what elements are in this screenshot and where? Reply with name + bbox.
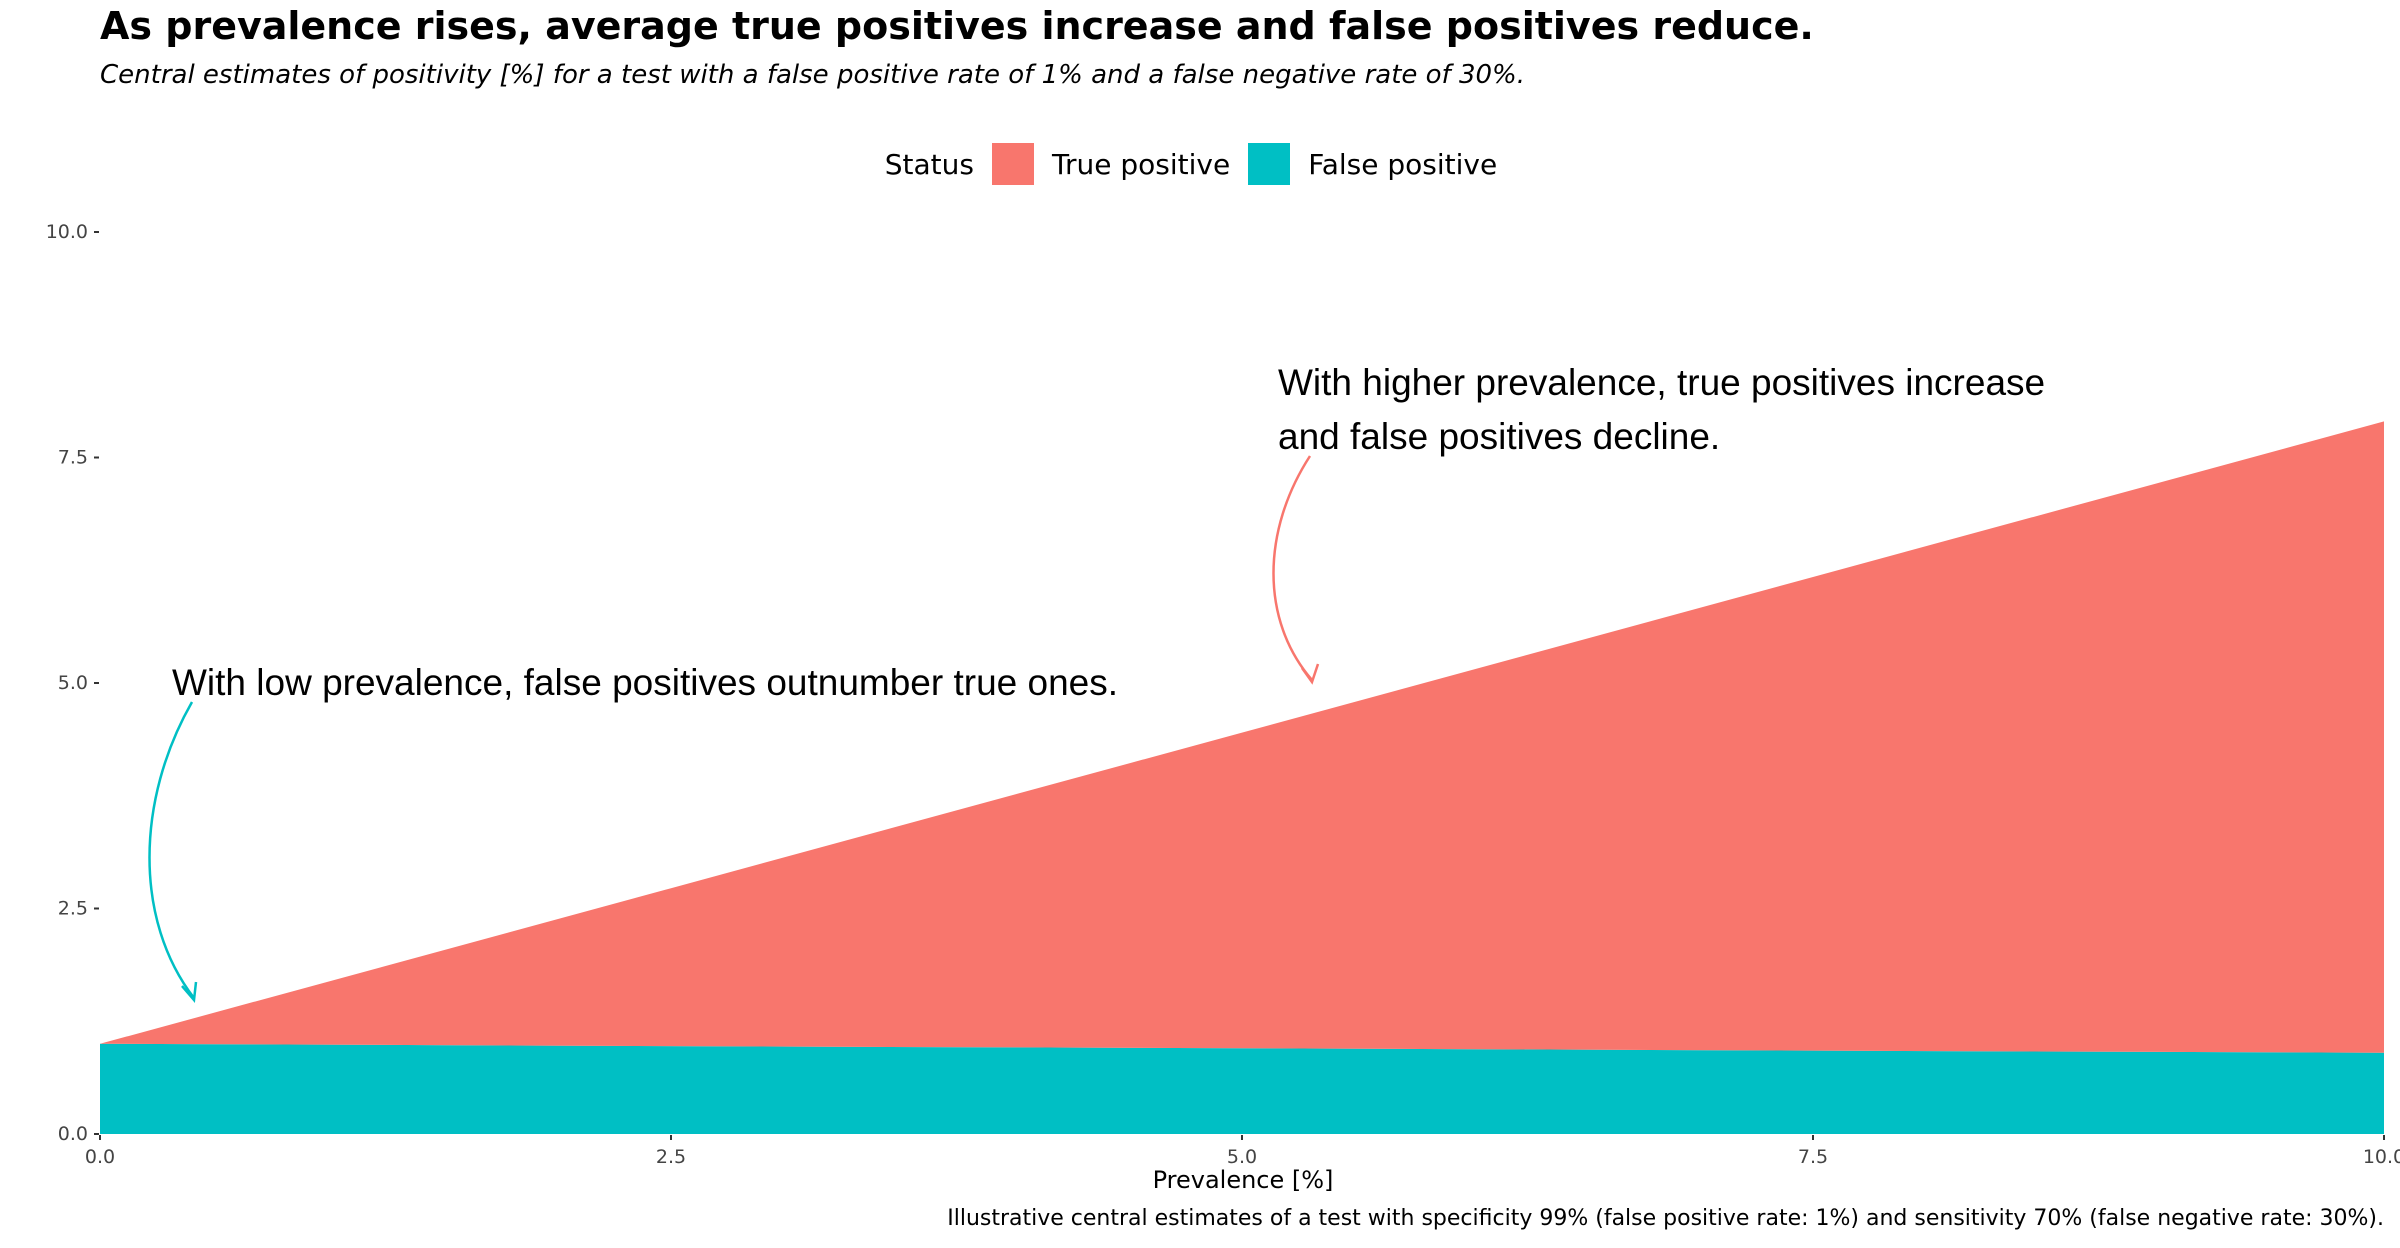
x-tick-label-1: 2.5 — [656, 1146, 686, 1168]
legend-swatch-false-positive — [1248, 143, 1291, 185]
arrowhead-low-prevalence — [181, 981, 198, 1003]
y-tick-label-4: 10.0 — [46, 221, 88, 243]
legend: Status True positive False positive — [0, 140, 2400, 188]
x-tick-label-3: 7.5 — [1798, 1146, 1828, 1168]
chart-caption: Illustrative central estimates of a test… — [947, 1206, 2384, 1231]
arrow-low-prevalence — [148, 701, 195, 999]
y-tick-label-0: 0.0 — [58, 1123, 88, 1145]
arrowhead-high-prevalence — [1300, 663, 1320, 685]
legend-item-true-positive: True positive — [992, 143, 1230, 185]
x-axis-label: Prevalence [%] — [1152, 1166, 1334, 1194]
x-tick-label-0: 0.0 — [85, 1146, 115, 1168]
chart-subtitle: Central estimates of positivity [%] for … — [100, 60, 1526, 90]
legend-label-true-positive: True positive — [1052, 147, 1231, 181]
y-tick-label-3: 7.5 — [58, 447, 88, 469]
annotation-high-prevalence: With higher prevalence, true positives i… — [1278, 362, 2046, 457]
area-false-positive — [100, 1043, 2384, 1134]
x-tick-label-4: 10.0 — [2363, 1146, 2400, 1168]
legend-swatch-true-positive — [992, 143, 1034, 185]
x-tick-label-2: 5.0 — [1227, 1146, 1257, 1168]
annotation-low-prevalence: With low prevalence, false positives out… — [172, 662, 1119, 703]
y-tick-label-1: 2.5 — [58, 898, 88, 920]
legend-title: Status — [884, 147, 974, 181]
chart-title: As prevalence rises, average true positi… — [100, 4, 1814, 48]
legend-item-false-positive: False positive — [1248, 143, 1497, 185]
arrow-high-prevalence — [1272, 455, 1313, 681]
legend-label-false-positive: False positive — [1308, 147, 1498, 181]
area-true-positive — [100, 421, 2384, 1053]
y-tick-label-2: 5.0 — [58, 672, 88, 694]
